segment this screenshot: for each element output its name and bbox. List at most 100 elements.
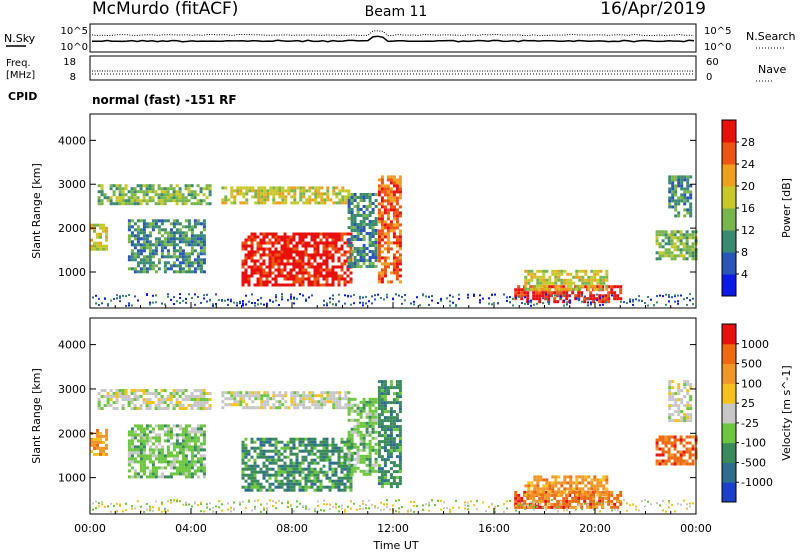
data-cell [350,250,354,253]
data-cell [259,443,263,447]
data-cell [562,291,566,295]
data-cell [265,473,269,477]
data-cell [328,253,332,257]
ground-scatter-cell [230,507,232,510]
data-cell [196,252,200,256]
ground-scatter-cell [569,301,571,304]
data-cell [154,193,158,197]
data-cell [301,437,305,441]
data-cell [301,241,305,245]
ground-scatter-cell [314,510,316,513]
data-cell [260,406,264,410]
data-cell [386,401,390,405]
ground-scatter-cell [383,298,385,301]
data-cell [383,247,387,251]
data-cell [307,262,311,266]
data-cell [196,255,200,259]
data-cell [527,481,531,485]
data-cell [160,190,164,194]
data-cell [187,243,191,247]
data-cell [115,187,119,191]
data-cell [671,196,675,200]
data-cell [181,255,185,259]
data-cell [280,452,284,456]
ground-scatter-cell [200,301,202,304]
data-cell [383,470,387,474]
data-cell [280,253,284,257]
data-cell [338,406,342,410]
data-cell [389,461,393,465]
data-cell [305,198,309,202]
data-cell [293,189,297,193]
data-cell [548,275,552,279]
data-cell [251,186,255,190]
data-cell [292,482,296,486]
data-cell [184,258,188,262]
ground-scatter-cell [644,505,646,508]
ground-scatter-cell [545,293,547,296]
ground-scatter-cell [338,293,340,296]
data-cell [536,481,540,485]
data-cell [259,455,263,459]
data-cell [589,297,593,301]
data-cell [383,461,387,465]
data-cell [193,202,197,206]
ground-scatter-cell [524,296,526,299]
data-cell [169,433,173,437]
data-cell [325,232,329,236]
data-cell [224,186,228,190]
data-cell [202,252,206,256]
data-cell [250,476,254,480]
data-cell [337,452,341,456]
data-cell [667,254,671,258]
data-cell [338,391,342,395]
data-cell [386,428,390,432]
data-cell [313,277,317,281]
data-cell [190,472,194,476]
data-cell [380,380,384,384]
data-cell [175,193,179,197]
ground-scatter-cell [674,294,676,297]
data-cell [178,228,182,232]
data-cell [569,272,573,276]
data-cell [587,275,591,279]
ground-scatter-cell [626,509,628,512]
data-cell [304,277,308,281]
data-cell [284,406,288,410]
data-cell [154,466,158,470]
data-cell [311,397,315,401]
ground-scatter-cell [398,499,400,502]
data-cell [398,419,402,423]
data-cell [151,219,155,223]
data-cell [658,251,662,255]
data-cell [532,291,536,295]
data-cell [575,287,579,291]
data-cell [569,487,573,491]
ground-scatter-cell [476,508,478,511]
data-cell [268,253,272,257]
data-cell [221,391,225,395]
data-cell [307,485,311,489]
data-cell [166,407,170,410]
ground-scatter-cell [689,502,691,505]
data-cell [157,439,161,443]
data-cell [271,461,275,465]
ground-scatter-cell [233,501,235,504]
data-cell [256,247,260,251]
data-cell [202,261,206,265]
data-cell [398,205,402,209]
data-cell [377,211,381,215]
data-cell [353,214,357,217]
data-cell [154,246,158,250]
ground-scatter-cell [365,507,367,510]
data-cell [386,250,390,254]
data-cell [127,196,131,200]
data-cell [233,400,237,404]
data-cell [190,448,194,452]
data-cell [340,247,344,251]
ground-scatter-cell [353,302,355,305]
ground-scatter-cell [596,505,598,507]
data-cell [350,208,354,211]
data-cell [250,259,254,263]
data-cell [680,181,684,185]
